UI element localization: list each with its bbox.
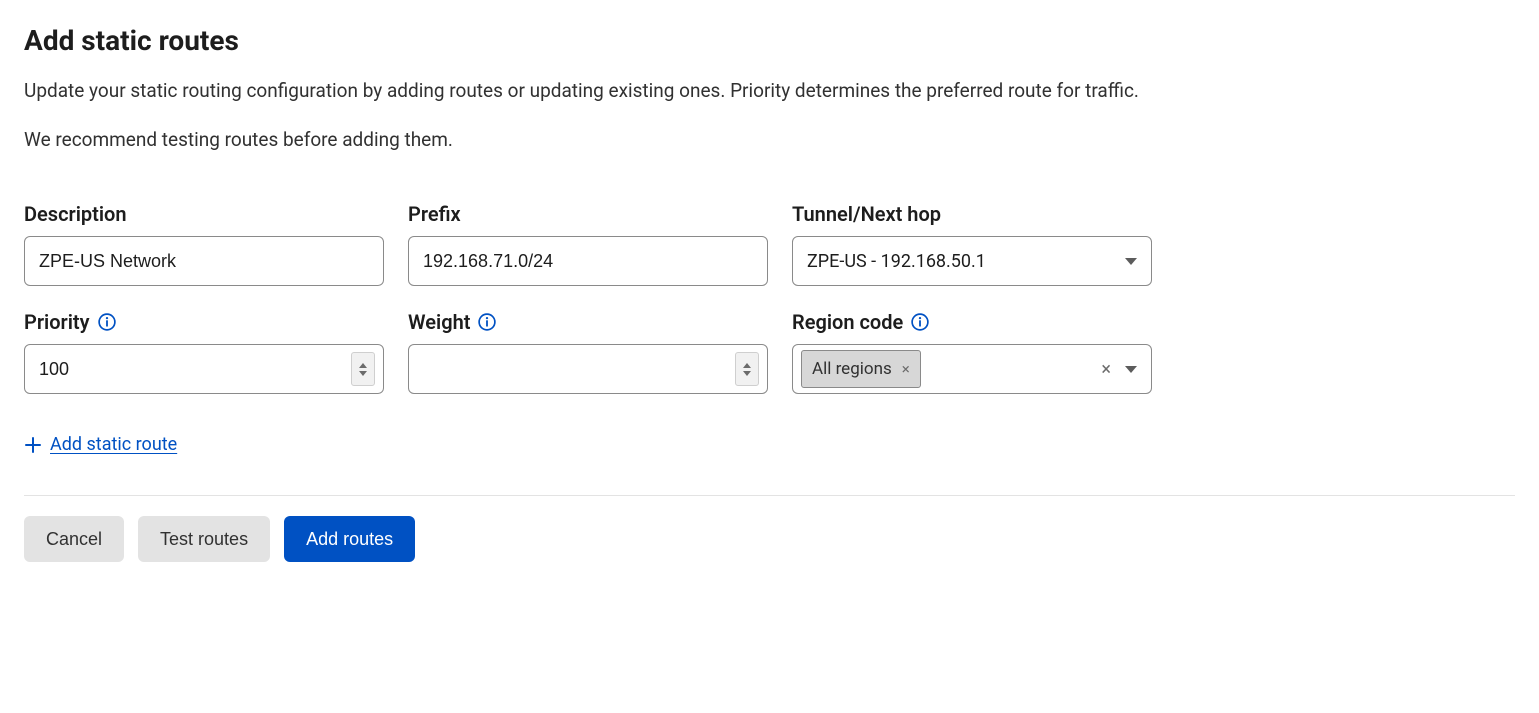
chevron-down-icon (359, 371, 367, 376)
description-line-1: Update your static routing configuration… (24, 77, 1515, 106)
add-static-route-label: Add static route (50, 434, 177, 455)
chevron-up-icon (743, 363, 751, 368)
close-icon[interactable]: × (902, 362, 910, 377)
tunnel-select[interactable]: ZPE-US - 192.168.50.1 (792, 236, 1152, 286)
prefix-input[interactable] (408, 236, 768, 286)
weight-label: Weight (408, 310, 470, 334)
region-chip-label: All regions (812, 359, 892, 379)
description-field-group: Description (24, 202, 384, 286)
region-label: Region code (792, 310, 903, 334)
region-chip: All regions × (801, 350, 921, 388)
page-title: Add static routes (24, 24, 1515, 57)
description-input[interactable] (24, 236, 384, 286)
region-field-group: Region code All regions × × (792, 310, 1152, 394)
chevron-up-icon (359, 363, 367, 368)
plus-icon (24, 436, 42, 454)
weight-field-group: Weight (408, 310, 768, 394)
test-routes-button[interactable]: Test routes (138, 516, 270, 562)
chevron-down-icon[interactable] (1125, 366, 1137, 373)
description-line-2: We recommend testing routes before addin… (24, 126, 1515, 155)
clear-all-icon[interactable]: × (1095, 359, 1117, 380)
weight-input-wrap (408, 344, 768, 394)
priority-field-group: Priority (24, 310, 384, 394)
info-icon[interactable] (911, 313, 929, 331)
chevron-down-icon (1125, 258, 1137, 265)
weight-input[interactable] (409, 345, 735, 393)
button-row: Cancel Test routes Add routes (24, 516, 1515, 562)
tunnel-label: Tunnel/Next hop (792, 202, 941, 226)
add-routes-button[interactable]: Add routes (284, 516, 415, 562)
priority-input[interactable] (25, 345, 351, 393)
priority-stepper[interactable] (351, 352, 375, 386)
chevron-down-icon (743, 371, 751, 376)
cancel-button[interactable]: Cancel (24, 516, 124, 562)
weight-stepper[interactable] (735, 352, 759, 386)
tunnel-field-group: Tunnel/Next hop ZPE-US - 192.168.50.1 (792, 202, 1152, 286)
info-icon[interactable] (98, 313, 116, 331)
region-multiselect[interactable]: All regions × × (792, 344, 1152, 394)
description-label: Description (24, 202, 127, 226)
add-static-route-link[interactable]: Add static route (24, 434, 177, 455)
divider (24, 495, 1515, 496)
priority-input-wrap (24, 344, 384, 394)
prefix-label: Prefix (408, 202, 461, 226)
tunnel-select-value: ZPE-US - 192.168.50.1 (807, 251, 1125, 272)
priority-label: Priority (24, 310, 90, 334)
form-grid: Description Prefix Tunnel/Next hop ZPE-U… (24, 202, 1515, 394)
info-icon[interactable] (478, 313, 496, 331)
prefix-field-group: Prefix (408, 202, 768, 286)
